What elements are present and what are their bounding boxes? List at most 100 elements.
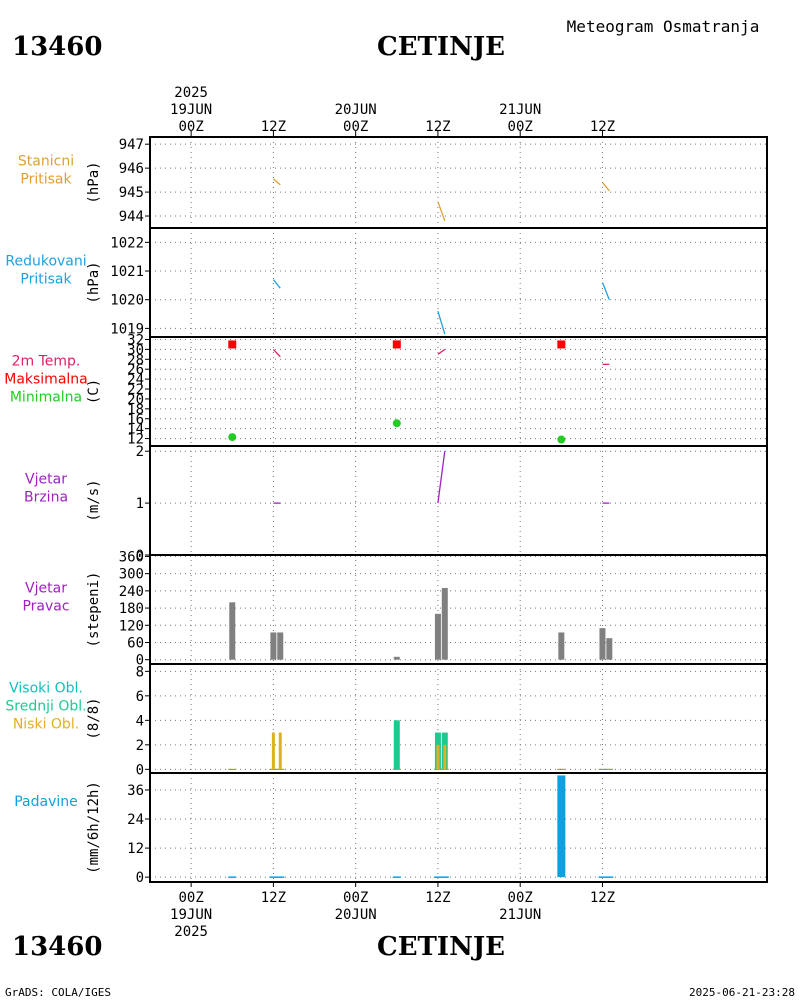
series-line [272,279,281,289]
y-tick-label: 0 [136,653,144,669]
y-tick-label: 14 [127,422,144,438]
panel-label: Niski Obl. [13,717,79,733]
y-tick-label: 1020 [110,293,144,309]
top-time-label: 21JUN [499,102,541,118]
precip-bar [269,876,278,878]
panel-label: Minimalna [10,390,82,406]
panel-station_pressure: 944 945 946 947 Stanicni Pritisak (hPa) [18,136,768,229]
low-cloud-bar [278,732,282,770]
timestamp-text: 2025-06-21-23:28 [689,986,795,999]
bottom-time-label: 2025 [174,924,208,940]
y-tick-label: 32 [127,332,144,348]
y-tick-label: 360 [119,549,144,565]
top-time-label: 2025 [174,85,208,101]
y-tick-label: 0 [136,870,144,886]
y-tick-label: 0 [136,762,144,778]
y-tick-label: 4 [136,713,144,729]
y-tick-label: 1 [136,496,144,512]
station-name-bottom: CETINJE [377,932,505,962]
y-tick-label: 30 [127,342,144,358]
y-tick-label: 1021 [110,264,144,280]
y-tick-label: 945 [119,185,144,201]
y-tick-label: 2 [136,738,144,754]
panel-clouds: 0 2 4 6 8 Visoki Obl. Srednji Obl. Niski Obl. (8… [5,663,768,778]
series-line [437,451,446,504]
precip-bar [440,876,449,878]
direction-bar [558,632,565,660]
panel-wind_speed: 0 1 2 Vjetar Brzina (m/s) [24,444,768,564]
precip-bar [598,876,607,878]
panel-frame [149,227,768,338]
panel-reduced_pressure: 1019 1020 1021 1022 Redukovani Pritisak (hPa) [5,227,768,338]
y-tick-label: 12 [127,841,144,857]
panel-label: Stanicni [18,154,74,170]
y-tick-label: 2 [136,444,144,460]
series-line [272,178,281,186]
y-tick-label: 24 [127,812,144,828]
y-tick-label: 8 [136,664,144,680]
y-tick-label: 240 [119,584,144,600]
y-tick-label: 946 [119,161,144,177]
y-tick-label: 20 [127,392,144,408]
y-tick-label: 300 [119,567,144,583]
unit-label: (C) [86,379,102,404]
bottom-time-label: 12Z [261,890,286,906]
bottom-time-label: 00Z [343,890,368,906]
y-tick-label: 16 [127,412,144,428]
tmax-marker [228,340,237,349]
panel-label: Brzina [24,490,68,506]
top-time-label: 12Z [261,119,286,135]
series-line [437,348,446,355]
top-time-label: 20JUN [335,102,377,118]
series-line [601,282,610,300]
panel-label: Redukovani [5,254,86,270]
tmax-marker [557,340,566,349]
direction-bar [434,613,441,660]
panel-frame [149,136,768,229]
panel-frame [149,445,768,556]
station-id-bottom: 13460 [12,932,102,962]
y-tick-label: 1022 [110,235,144,251]
credit-text: GrADS: COLA/IGES [5,986,111,999]
panel-label: Pritisak [20,272,72,288]
direction-bar [229,602,236,660]
top-time-label: 12Z [425,119,450,135]
panel-label: 2m Temp. [12,354,81,370]
y-tick-label: 947 [119,137,144,153]
panel-frame [149,554,768,665]
panel-frame [149,772,768,883]
y-tick-label: 26 [127,362,144,378]
panel-label: Srednji Obl. [5,699,86,715]
panel-precipitation: 0 12 24 36 Padavine (mm/6h/12h) [14,772,768,886]
panel-frame [149,663,768,774]
chart-subtitle: Meteogram Osmatranja [567,17,760,36]
station-name-top: CETINJE [377,32,505,62]
bottom-time-label: 12Z [590,890,615,906]
unit-label: (8/8) [86,697,102,739]
series-line [437,311,446,335]
bottom-time-label: 21JUN [499,907,541,923]
y-tick-label: 18 [127,402,144,418]
y-tick-label: 28 [127,352,144,368]
precip-bar [228,876,237,878]
tmin-marker [392,419,401,428]
low-cloud-bar [436,744,440,770]
unit-label: (hPa) [86,161,102,203]
y-tick-label: 120 [119,618,144,634]
unit-label: (m/s) [86,479,102,521]
panel-label: Visoki Obl. [9,681,83,697]
direction-bar [441,587,448,660]
y-tick-label: 22 [127,382,144,398]
tmax-marker [392,340,401,349]
precip-bar [433,876,442,878]
panel-label: Maksimalna [4,372,88,388]
bottom-time-label: 00Z [178,890,203,906]
y-tick-label: 12 [127,432,144,448]
y-tick-label: 60 [127,635,144,651]
direction-bar [393,656,400,660]
